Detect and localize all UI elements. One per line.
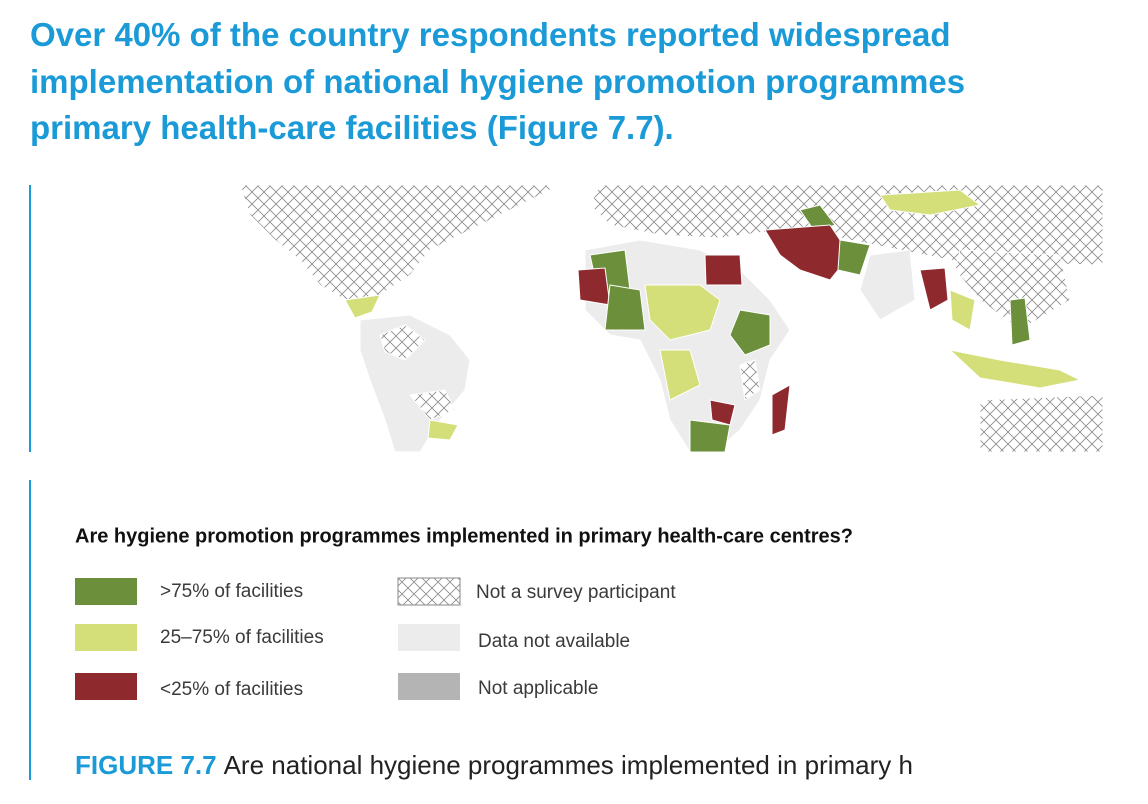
- accent-bar: [29, 480, 31, 780]
- legend-swatch: [398, 624, 460, 651]
- caption-text: Are national hygiene programmes implemen…: [224, 750, 913, 780]
- legend-label: >75% of facilities: [160, 581, 303, 602]
- legend-swatch: [398, 673, 460, 700]
- legend-label: 25–75% of facilities: [160, 627, 324, 648]
- heading-line: implementation of national hygiene promo…: [30, 63, 966, 100]
- world-map: [239, 185, 1103, 452]
- heading-line: primary health-care facilities (Figure 7…: [30, 109, 674, 146]
- caption: FIGURE 7.7 Are national hygiene programme…: [75, 750, 913, 780]
- legend-swatch: [75, 673, 137, 700]
- accent-bar: [29, 185, 31, 452]
- legend-swatch: [75, 624, 137, 651]
- legend-title: Are hygiene promotion programmes impleme…: [75, 525, 853, 547]
- legend-swatch: [75, 578, 137, 605]
- legend-swatch: [397, 577, 461, 606]
- legend-label: Data not available: [478, 631, 630, 652]
- legend-label: Not applicable: [478, 678, 598, 699]
- heading-line: Over 40% of the country respondents repo…: [30, 16, 951, 53]
- caption-label: FIGURE 7.7: [75, 750, 217, 780]
- legend-label: <25% of facilities: [160, 679, 303, 700]
- legend-label: Not a survey participant: [476, 582, 676, 603]
